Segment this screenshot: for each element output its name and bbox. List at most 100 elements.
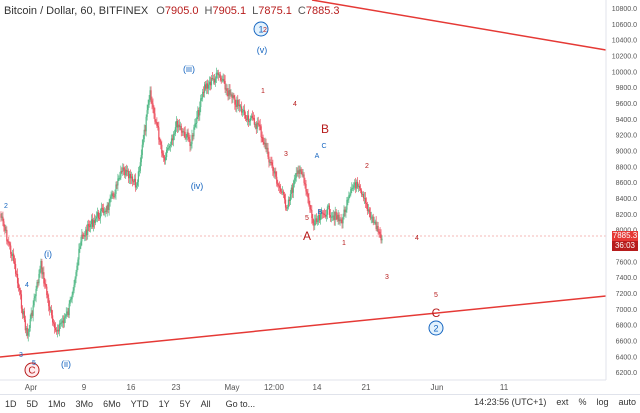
- price-axis-panel[interactable]: [606, 0, 640, 380]
- log-toggle[interactable]: log: [596, 397, 609, 407]
- candle-body: [251, 115, 253, 118]
- candle-body: [195, 122, 197, 124]
- auto-toggle[interactable]: auto: [618, 397, 636, 407]
- timeframe-3mo[interactable]: 3Mo: [75, 399, 94, 409]
- price-tick-label: 9600.0: [616, 101, 638, 108]
- candle-body: [298, 170, 300, 174]
- candle-body: [129, 173, 131, 179]
- lower-trendline[interactable]: [0, 295, 607, 358]
- candle-body: [111, 193, 113, 197]
- candle-body: [323, 213, 326, 215]
- candle-body: [229, 89, 231, 95]
- candle-body: [245, 118, 248, 121]
- candle-body: [334, 211, 336, 220]
- timeframe-all[interactable]: All: [200, 399, 211, 409]
- candle-body: [88, 224, 90, 227]
- price-line-group: [0, 67, 383, 342]
- candle-body: [116, 184, 118, 186]
- symbol-title[interactable]: Bitcoin / Dollar, 60, BITFINEX: [4, 5, 149, 17]
- candle-body: [40, 261, 42, 269]
- wave-circle-2: [428, 320, 444, 336]
- candle-body: [263, 142, 265, 145]
- price-tick-label: 10000.0: [612, 69, 637, 76]
- candle-body: [155, 121, 157, 123]
- candle-body: [356, 181, 358, 189]
- wave-label-circled-1: 1: [258, 25, 263, 35]
- candle-body: [264, 143, 266, 145]
- candle-body: [123, 167, 125, 170]
- candle-body: [336, 215, 338, 220]
- candle-body: [79, 246, 81, 249]
- candle-body: [297, 170, 299, 174]
- candle-body: [128, 170, 130, 179]
- candle-body: [15, 273, 18, 275]
- timeframe-1d[interactable]: 1D: [5, 399, 17, 409]
- candle-body: [113, 196, 115, 198]
- candle-body: [265, 143, 267, 150]
- candle-body: [138, 170, 140, 172]
- candle-body: [53, 323, 56, 328]
- ext-toggle[interactable]: ext: [556, 397, 569, 407]
- candle-body: [230, 94, 232, 96]
- candle-body: [97, 212, 100, 219]
- candle-body: [28, 327, 30, 332]
- candle-body: [291, 187, 293, 193]
- candle-body: [132, 181, 135, 183]
- price-tick-label: 6800.0: [616, 323, 638, 330]
- wave-small-1-right: 1: [342, 240, 346, 247]
- candle-body: [134, 178, 137, 188]
- wave-small-3: 3: [19, 352, 23, 359]
- timeframe-6mo[interactable]: 6Mo: [103, 399, 121, 409]
- candle-body: [314, 220, 316, 226]
- candle-body: [71, 294, 73, 300]
- candle-body: [94, 218, 97, 223]
- candle-body: [212, 78, 215, 80]
- candle-body: [196, 116, 198, 123]
- timeframe-1mo[interactable]: 1Mo: [48, 399, 66, 409]
- candle-body: [152, 103, 154, 108]
- candle-body: [105, 210, 107, 213]
- candle-body: [44, 283, 46, 285]
- timeframe-ytd[interactable]: YTD: [130, 399, 149, 409]
- candle-body: [69, 299, 71, 304]
- candle-body: [5, 229, 7, 231]
- candle-body: [12, 253, 14, 257]
- percent-toggle[interactable]: %: [578, 397, 587, 407]
- candle-body: [368, 209, 370, 213]
- timeframe-1y[interactable]: 1Y: [158, 399, 170, 409]
- clock-readout[interactable]: 14:23:56 (UTC+1): [474, 397, 547, 407]
- candle-body: [309, 204, 311, 210]
- candle-body: [223, 78, 225, 81]
- goto-button[interactable]: Go to...: [225, 399, 256, 409]
- timeframe-5d[interactable]: 5D: [26, 399, 39, 409]
- candle-body: [253, 117, 255, 125]
- candle-body: [283, 194, 286, 200]
- candle-body: [372, 216, 374, 223]
- candle-body: [77, 259, 79, 266]
- candle-body: [303, 174, 305, 183]
- price-tick-label: 7200.0: [616, 291, 638, 298]
- candle-body: [153, 107, 155, 114]
- candle-body: [124, 169, 126, 176]
- candle-body: [173, 133, 176, 135]
- timeframe-5y[interactable]: 5Y: [179, 399, 191, 409]
- upper-trendline[interactable]: [311, 0, 607, 51]
- candle-body: [237, 99, 239, 107]
- wave-label-ii: (ii): [61, 359, 71, 369]
- wave-label-v: (v): [257, 45, 268, 55]
- candle-body: [355, 182, 357, 189]
- wave-label-iii: (iii): [183, 64, 195, 74]
- candle-body: [273, 170, 275, 174]
- price-tick-label: 6600.0: [616, 338, 638, 345]
- candle-body: [324, 214, 327, 217]
- candle-body: [322, 213, 325, 215]
- candle-body: [142, 139, 144, 145]
- candle-body: [160, 141, 162, 145]
- candle-body: [246, 115, 249, 121]
- candle-body: [157, 125, 159, 128]
- candle-body: [272, 165, 274, 171]
- candle-body: [70, 299, 72, 301]
- candle-body: [20, 294, 23, 309]
- candle-body: [243, 109, 246, 115]
